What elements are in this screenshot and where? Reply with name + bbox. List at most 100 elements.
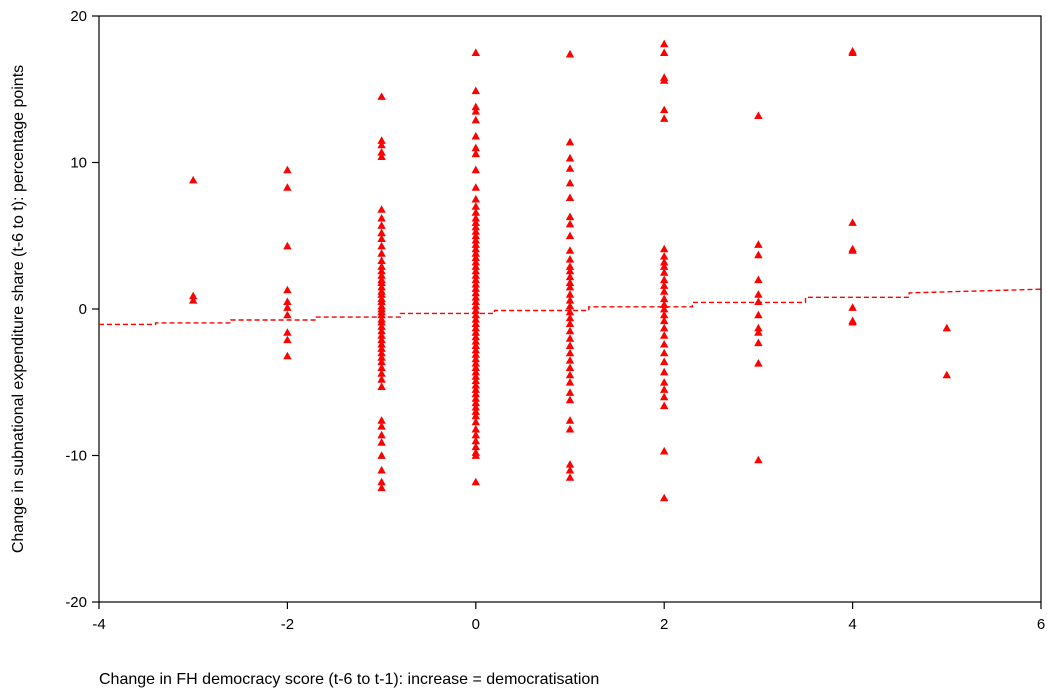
- data-point: [565, 296, 575, 304]
- data-point: [565, 348, 575, 357]
- data-point: [565, 334, 575, 342]
- data-point: [471, 301, 480, 310]
- data-point: [377, 92, 386, 100]
- data-point: [754, 240, 763, 248]
- data-point: [565, 395, 575, 404]
- data-point: [471, 306, 480, 314]
- data-point: [471, 262, 480, 270]
- data-point: [283, 303, 292, 311]
- data-point: [471, 293, 480, 301]
- data-point: [471, 194, 480, 203]
- y-axis-label: Change in subnational expenditure share …: [10, 65, 27, 553]
- data-point: [377, 278, 386, 286]
- data-point: [660, 446, 669, 455]
- data-point: [471, 442, 480, 451]
- data-point: [377, 241, 386, 250]
- data-point: [565, 272, 575, 281]
- data-point: [377, 335, 386, 344]
- data-point: [471, 202, 480, 210]
- data-point: [377, 348, 386, 357]
- data-point: [471, 131, 480, 140]
- data-point: [377, 271, 386, 279]
- data-point: [660, 392, 669, 401]
- data-point: [754, 111, 763, 119]
- data-point: [565, 388, 575, 396]
- data-point: [754, 338, 763, 347]
- data-point: [377, 228, 386, 237]
- data-point: [377, 297, 386, 305]
- x-axis-label: Change in FH democracy score (t-6 to t-1…: [99, 671, 599, 688]
- data-point: [471, 319, 480, 327]
- data-point: [848, 303, 857, 311]
- x-tick-label: -4: [92, 616, 105, 633]
- data-point: [377, 136, 386, 144]
- data-point: [471, 430, 480, 439]
- data-point: [848, 318, 857, 326]
- data-point: [848, 218, 857, 226]
- data-point: [754, 310, 763, 319]
- data-point: [660, 294, 669, 303]
- data-point: [660, 262, 669, 270]
- data-point: [565, 231, 575, 240]
- data-point: [471, 244, 480, 253]
- data-point: [471, 359, 480, 367]
- data-point: [660, 268, 669, 276]
- data-point: [471, 372, 480, 380]
- data-point: [565, 164, 575, 172]
- data-point: [471, 323, 480, 332]
- x-tick-label: 2: [660, 616, 668, 633]
- data-point: [660, 310, 669, 319]
- data-point: [942, 370, 951, 379]
- data-point: [565, 424, 575, 433]
- data-point: [471, 249, 480, 257]
- x-tick-label: -2: [281, 616, 294, 633]
- data-point: [660, 281, 669, 289]
- data-point: [565, 49, 575, 58]
- data-point: [471, 275, 480, 284]
- data-point: [471, 345, 480, 354]
- data-point: [565, 416, 575, 424]
- data-point: [471, 407, 480, 415]
- data-point: [283, 183, 292, 191]
- data-point: [377, 369, 386, 377]
- data-point: [377, 353, 386, 361]
- data-point: [377, 322, 386, 330]
- data-point: [471, 240, 480, 248]
- data-point: [471, 310, 480, 319]
- data-point: [660, 385, 669, 393]
- data-point: [565, 460, 575, 468]
- data-point: [471, 235, 480, 244]
- data-point: [377, 340, 386, 348]
- data-point: [565, 313, 575, 322]
- y-tick-label: -20: [65, 594, 87, 611]
- data-point: [660, 348, 669, 357]
- data-point: [660, 257, 669, 266]
- data-point: [377, 256, 386, 264]
- data-point: [754, 290, 763, 298]
- data-point: [754, 297, 763, 305]
- y-tick-label: -10: [65, 448, 87, 465]
- data-point: [565, 178, 575, 187]
- data-point: [377, 266, 386, 275]
- data-point: [660, 357, 669, 366]
- data-point: [471, 231, 480, 240]
- data-point: [377, 318, 386, 326]
- data-point: [471, 227, 480, 235]
- data-point: [471, 115, 480, 124]
- x-tick-label: 4: [848, 616, 856, 633]
- data-point: [189, 296, 198, 304]
- data-point: [377, 357, 386, 366]
- data-point: [471, 279, 480, 288]
- data-point: [471, 183, 480, 191]
- data-point: [471, 218, 480, 226]
- data-point: [377, 363, 386, 371]
- data-point: [565, 363, 575, 371]
- data-point: [377, 140, 386, 149]
- data-point: [471, 149, 480, 158]
- data-point: [471, 385, 480, 393]
- data-point: [660, 316, 669, 325]
- data-point: [471, 266, 480, 275]
- data-point: [754, 275, 763, 284]
- data-point: [377, 205, 386, 213]
